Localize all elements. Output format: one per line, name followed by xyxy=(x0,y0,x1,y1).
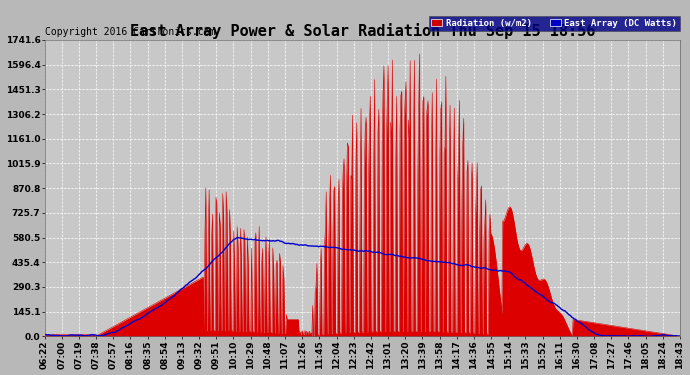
Title: East Array Power & Solar Radiation Thu Sep 15 18:56: East Array Power & Solar Radiation Thu S… xyxy=(130,23,595,39)
Text: Copyright 2016 Cartronics.com: Copyright 2016 Cartronics.com xyxy=(45,27,215,37)
Legend: Radiation (w/m2), East Array (DC Watts): Radiation (w/m2), East Array (DC Watts) xyxy=(428,16,680,31)
